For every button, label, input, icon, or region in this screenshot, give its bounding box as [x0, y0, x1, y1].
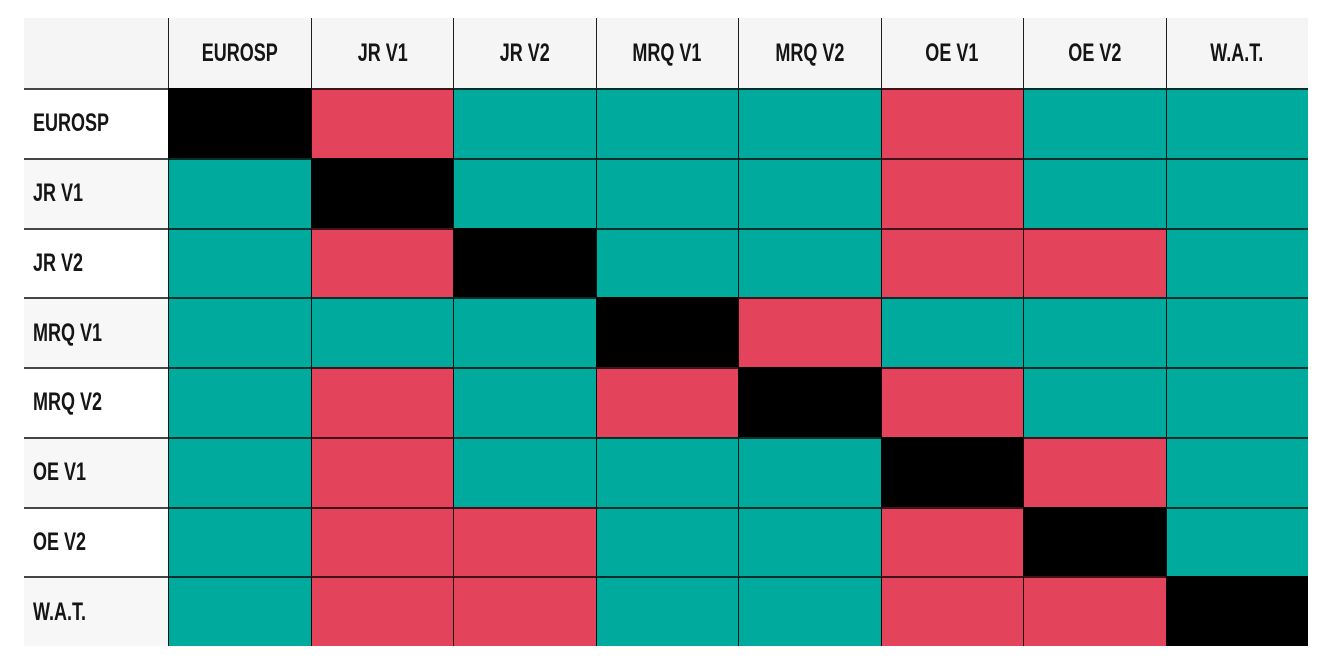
matrix-cell-mrq-v1-oe-v1 [880, 297, 1023, 367]
matrix-cell-mrq-v2-mrq-v1 [595, 367, 738, 437]
matrix-cell-mrq-v2-w-a-t [1165, 367, 1308, 437]
matrix-cell-oe-v1-mrq-v2 [738, 436, 881, 507]
matrix-grid: EUROSP JR V1 JR V2 MRQ V1 MRQ V2 OE V1 OE V2 W.… [24, 18, 1308, 646]
matrix-cell-eurosp-oe-v1 [880, 88, 1023, 158]
row-header-eurosp: EUROSP [24, 88, 168, 158]
matrix-cell-jr-v2-mrq-v2 [738, 227, 881, 298]
matrix-cell-oe-v2-mrq-v2 [738, 506, 881, 577]
matrix-cell-jr-v1-eurosp [168, 157, 311, 228]
matrix-cell-oe-v2-oe-v1 [880, 506, 1023, 577]
matrix-cell-oe-v2-oe-v2 [1023, 506, 1166, 577]
matrix-cell-jr-v2-oe-v2 [1023, 227, 1166, 298]
matrix-cell-oe-v1-eurosp [168, 436, 311, 507]
matrix-cell-mrq-v2-oe-v1 [880, 367, 1023, 437]
matrix-cell-jr-v2-eurosp [168, 227, 311, 298]
column-header-eurosp: EUROSP [168, 18, 311, 88]
column-header-mrq-v1-label: MRQ V1 [632, 38, 702, 67]
matrix-cell-oe-v1-mrq-v1 [595, 436, 738, 507]
matrix-cell-oe-v2-mrq-v1 [595, 506, 738, 577]
matrix-cell-oe-v2-w-a-t [1165, 506, 1308, 577]
matrix-cell-oe-v1-jr-v2 [453, 436, 596, 507]
matrix-cell-jr-v2-oe-v1 [880, 227, 1023, 298]
row-header-mrq-v2-label: MRQ V2 [33, 388, 103, 417]
matrix-cell-w-a-t-eurosp [168, 576, 311, 646]
matrix-cell-w-a-t-mrq-v1 [595, 576, 738, 646]
matrix-cell-w-a-t-w-a-t [1165, 576, 1308, 646]
matrix-cell-jr-v2-mrq-v1 [595, 227, 738, 298]
matrix-cell-mrq-v1-jr-v2 [453, 297, 596, 367]
column-header-oe-v1-label: OE V1 [925, 38, 979, 67]
column-header-jr-v1: JR V1 [310, 18, 453, 88]
row-header-jr-v2: JR V2 [24, 227, 168, 298]
matrix-cell-mrq-v1-oe-v2 [1023, 297, 1166, 367]
matrix-cell-mrq-v1-mrq-v2 [738, 297, 881, 367]
matrix-cell-eurosp-w-a-t [1165, 88, 1308, 158]
matrix-cell-mrq-v1-eurosp [168, 297, 311, 367]
matrix-cell-mrq-v2-eurosp [168, 367, 311, 437]
column-header-jr-v2-label: JR V2 [499, 38, 550, 67]
matrix-cell-eurosp-eurosp [168, 88, 311, 158]
matrix-cell-eurosp-oe-v2 [1023, 88, 1166, 158]
matrix-cell-mrq-v1-w-a-t [1165, 297, 1308, 367]
matrix-cell-jr-v2-jr-v1 [310, 227, 453, 298]
matrix-cell-oe-v1-w-a-t [1165, 436, 1308, 507]
matrix-cell-mrq-v1-mrq-v1 [595, 297, 738, 367]
column-header-oe-v2-label: OE V2 [1068, 38, 1122, 67]
matrix-cell-oe-v1-oe-v2 [1023, 436, 1166, 507]
matrix-cell-jr-v1-mrq-v1 [595, 157, 738, 228]
column-header-eurosp-label: EUROSP [201, 38, 278, 67]
row-header-jr-v1-label: JR V1 [33, 179, 84, 208]
column-header-jr-v2: JR V2 [453, 18, 596, 88]
matrix-cell-jr-v1-w-a-t [1165, 157, 1308, 228]
matrix-cell-oe-v2-eurosp [168, 506, 311, 577]
matrix-cell-mrq-v2-jr-v1 [310, 367, 453, 437]
row-header-w-a-t: W.A.T. [24, 576, 168, 646]
matrix-cell-eurosp-mrq-v2 [738, 88, 881, 158]
row-header-jr-v2-label: JR V2 [33, 248, 84, 277]
column-header-w-a-t: W.A.T. [1165, 18, 1308, 88]
matrix-cell-mrq-v2-oe-v2 [1023, 367, 1166, 437]
row-header-mrq-v1-label: MRQ V1 [33, 318, 103, 347]
matrix-cell-jr-v1-jr-v2 [453, 157, 596, 228]
matrix-cell-oe-v1-jr-v1 [310, 436, 453, 507]
matrix-cell-mrq-v1-jr-v1 [310, 297, 453, 367]
matrix-cell-eurosp-jr-v1 [310, 88, 453, 158]
row-header-jr-v1: JR V1 [24, 157, 168, 228]
matrix-cell-w-a-t-mrq-v2 [738, 576, 881, 646]
row-header-w-a-t-label: W.A.T. [33, 597, 86, 626]
matrix-cell-oe-v2-jr-v1 [310, 506, 453, 577]
row-header-eurosp-label: EUROSP [33, 109, 110, 138]
matrix-cell-jr-v2-w-a-t [1165, 227, 1308, 298]
corner-cell [24, 18, 168, 88]
column-header-jr-v1-label: JR V1 [357, 38, 408, 67]
matrix-cell-mrq-v2-mrq-v2 [738, 367, 881, 437]
matrix-cell-oe-v1-oe-v1 [880, 436, 1023, 507]
matrix-cell-w-a-t-oe-v2 [1023, 576, 1166, 646]
column-header-mrq-v2-label: MRQ V2 [775, 38, 845, 67]
matrix-cell-w-a-t-oe-v1 [880, 576, 1023, 646]
row-header-oe-v2: OE V2 [24, 506, 168, 577]
row-header-oe-v1-label: OE V1 [33, 458, 87, 487]
row-header-mrq-v1: MRQ V1 [24, 297, 168, 367]
column-header-mrq-v1: MRQ V1 [595, 18, 738, 88]
row-header-mrq-v2: MRQ V2 [24, 367, 168, 437]
row-header-oe-v1: OE V1 [24, 436, 168, 507]
matrix-cell-jr-v1-jr-v1 [310, 157, 453, 228]
column-header-w-a-t-label: W.A.T. [1210, 38, 1264, 67]
column-header-oe-v2: OE V2 [1023, 18, 1166, 88]
matrix-cell-jr-v1-mrq-v2 [738, 157, 881, 228]
matrix-cell-w-a-t-jr-v2 [453, 576, 596, 646]
matrix-cell-eurosp-jr-v2 [453, 88, 596, 158]
column-header-oe-v1: OE V1 [880, 18, 1023, 88]
matrix-cell-jr-v1-oe-v2 [1023, 157, 1166, 228]
matrix-cell-oe-v2-jr-v2 [453, 506, 596, 577]
column-header-mrq-v2: MRQ V2 [738, 18, 881, 88]
matrix-cell-w-a-t-jr-v1 [310, 576, 453, 646]
matrix-cell-jr-v2-jr-v2 [453, 227, 596, 298]
matrix-cell-mrq-v2-jr-v2 [453, 367, 596, 437]
row-header-oe-v2-label: OE V2 [33, 527, 87, 556]
matrix-cell-eurosp-mrq-v1 [595, 88, 738, 158]
matrix-cell-jr-v1-oe-v1 [880, 157, 1023, 228]
